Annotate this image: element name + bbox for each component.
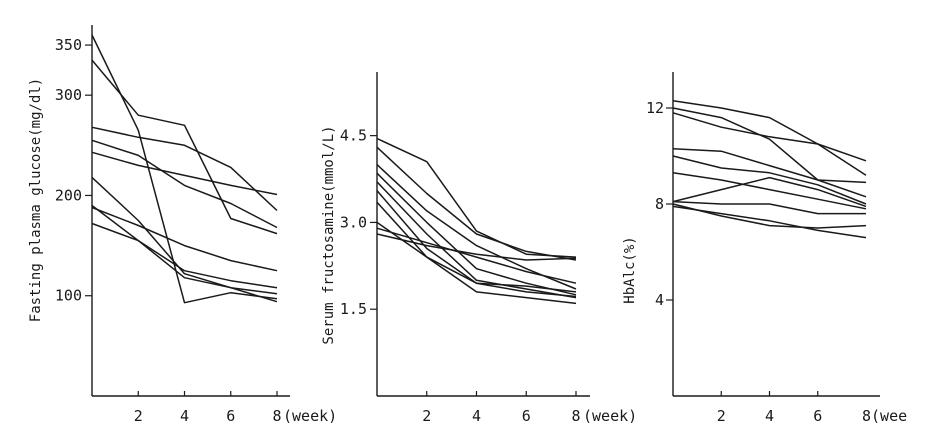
- series-line-1: [672, 100, 867, 176]
- x-axis-label: (week): [583, 407, 637, 425]
- series-line-10: [376, 233, 577, 261]
- series-line-8: [91, 206, 278, 272]
- chart-panel-1: 100 200 300 350 2 4 6 8 (week) Fasting plasma glu…: [28, 25, 337, 425]
- y-tick-label: 350: [55, 36, 82, 54]
- x-tick-label: 6: [813, 407, 822, 425]
- series-line-4: [376, 172, 577, 296]
- y-tick-label: 300: [55, 86, 82, 104]
- series-line-10: [672, 205, 867, 239]
- series-line-3: [672, 112, 867, 162]
- x-tick-label: 8: [571, 407, 580, 425]
- series-line-2: [672, 107, 867, 184]
- series-line-7: [376, 201, 577, 305]
- series-line-6: [91, 176, 278, 295]
- y-axis-label: Fasting plasma glucose(mg/dl): [28, 78, 44, 322]
- series-line-7: [91, 204, 278, 303]
- x-tick-label: 2: [422, 407, 431, 425]
- y-tick-label: 100: [55, 287, 82, 305]
- x-tick-label: 8: [272, 407, 281, 425]
- series-line-3: [376, 164, 577, 290]
- x-axis-label: 8(wee: [862, 407, 907, 425]
- x-tick-label: 4: [472, 407, 481, 425]
- y-tick-label: 1.5: [340, 300, 367, 318]
- y-tick-label: 200: [55, 186, 82, 204]
- series-line-5: [91, 151, 278, 196]
- series-line-9: [672, 203, 867, 229]
- series-line-7: [672, 176, 867, 208]
- x-tick-label: 2: [134, 407, 143, 425]
- series-line-3: [91, 126, 278, 212]
- series-line-2: [376, 146, 577, 261]
- series-line-6: [672, 172, 867, 210]
- series-line-1: [376, 137, 577, 258]
- y-tick-label: 3.0: [340, 213, 367, 231]
- series-line-8: [672, 200, 866, 215]
- x-tick-label: 4: [765, 407, 774, 425]
- chart-panel-2: 1.5 3.0 4.5 2 4 6 8 (week) Serum fructosamine(mm…: [321, 72, 637, 425]
- y-tick-label: 4.5: [340, 127, 367, 145]
- x-axis-label: (week): [283, 407, 337, 425]
- y-axis-label: Serum fructosamine(mmol/L): [321, 125, 337, 344]
- y-tick-label: 4: [655, 291, 664, 309]
- y-tick-label: 12: [646, 99, 664, 117]
- x-tick-label: 6: [226, 407, 235, 425]
- series-line-1: [91, 34, 278, 304]
- series-line-9: [91, 222, 278, 289]
- series-line-8: [376, 221, 577, 298]
- series-line-9: [376, 227, 577, 284]
- series-line-2: [91, 59, 278, 235]
- x-tick-label: 6: [522, 407, 531, 425]
- y-axis-label: HbAlc(%): [622, 236, 638, 303]
- series-line-5: [672, 155, 867, 205]
- x-tick-label: 4: [180, 407, 189, 425]
- y-tick-label: 8: [655, 195, 664, 213]
- x-tick-label: 2: [717, 407, 726, 425]
- series-line-4: [672, 148, 867, 198]
- series-line-5: [376, 181, 577, 299]
- chart-panel-3: 4 8 12 2 4 6 8(wee HbAlc(%): [622, 72, 907, 425]
- series-line-4: [91, 139, 278, 229]
